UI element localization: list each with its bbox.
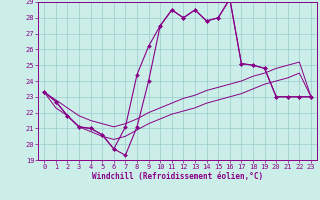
X-axis label: Windchill (Refroidissement éolien,°C): Windchill (Refroidissement éolien,°C) (92, 172, 263, 181)
